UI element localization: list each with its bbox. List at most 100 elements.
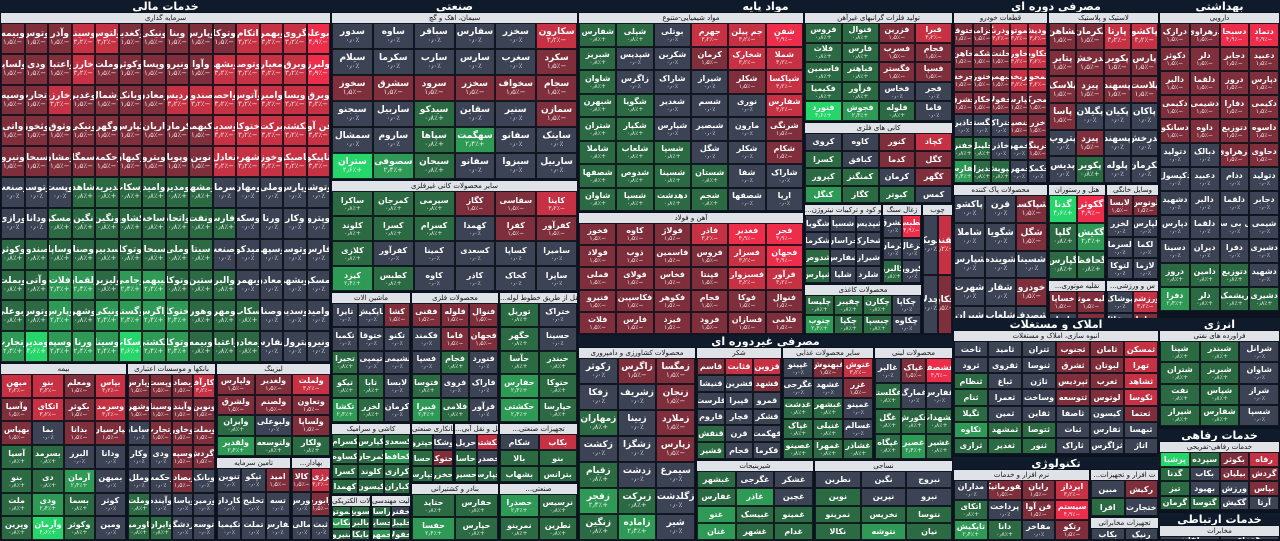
stock-tile[interactable]: نتوشه (860, 522, 907, 540)
stock-tile[interactable]: وملی +۰٫۸٪ (165, 238, 189, 270)
stock-tile[interactable]: سکرما ۰٫۰٪ (372, 49, 414, 75)
stock-tile[interactable]: وپارس−۱٫۵٪ (128, 374, 150, 398)
stock-tile[interactable]: زدشت ۰٫۰٪ (617, 462, 657, 488)
stock-tile[interactable]: ثنور (1022, 437, 1056, 454)
stock-tile[interactable]: خزامیا−۱٫۵٪ (972, 23, 992, 46)
stock-tile[interactable]: فلامی −۱٫۵٪ (765, 311, 803, 334)
stock-tile[interactable]: وبصادر−۱٫۵٪ (171, 374, 194, 398)
stock-tile[interactable]: شفا ۰٫۰٪ (728, 164, 766, 188)
stock-tile[interactable]: بنو +۰٫۸٪ (1, 468, 33, 493)
stock-tile[interactable]: ساکرا +۰٫۸٪ (332, 191, 373, 216)
stock-tile[interactable]: وتجارت+۲٫۴٪ (1, 331, 25, 362)
stock-tile[interactable]: زملارد −۱٫۵٪ (656, 410, 695, 436)
stock-tile[interactable]: زقیام +۰٫۸٪ (579, 462, 618, 488)
stock-tile[interactable]: ولکار +۰٫۸٪ (292, 435, 330, 456)
stock-tile[interactable]: خساپا −۱٫۵٪ (1049, 291, 1077, 313)
stock-tile[interactable]: فولاد −۱٫۵٪ (579, 245, 617, 268)
stock-tile[interactable]: وبانک ۰٫۰٪ (193, 468, 215, 493)
stock-tile[interactable]: غپاک +۰٫۸٪ (783, 418, 813, 439)
stock-tile[interactable]: سیستم −۴٫۹٪ (1055, 500, 1089, 520)
stock-tile[interactable]: پارس −۱٫۵٪ (1130, 49, 1158, 77)
stock-tile[interactable]: غمارگ ۰٫۰٪ (900, 383, 927, 409)
stock-tile[interactable]: فنورد +۴٫۶٪ (805, 101, 842, 121)
stock-tile[interactable]: فبیرا +۲٫۴٪ (412, 398, 441, 422)
stock-tile[interactable]: ورنا +۲٫۴٪ (71, 331, 95, 362)
stock-tile[interactable]: وآتی +۰٫۸٪ (24, 269, 48, 301)
stock-tile[interactable]: تاپکیش +۲٫۴٪ (954, 520, 988, 540)
stock-tile[interactable]: تنوین ۰٫۰٪ (217, 468, 242, 492)
stock-tile[interactable]: دتولید ۰٫۰٪ (1249, 167, 1279, 191)
stock-tile[interactable]: سکاب+۰٫۸٪ (236, 300, 260, 332)
stock-tile[interactable]: ثشاهد (1124, 373, 1158, 390)
stock-tile[interactable]: نبروج (906, 471, 952, 489)
stock-tile[interactable]: وسکه ۰٫۰٪ (236, 207, 260, 239)
stock-tile[interactable]: فجوش +۲٫۴٪ (841, 101, 879, 121)
stock-tile[interactable]: حاسا (455, 450, 477, 466)
stock-tile[interactable]: خاذین۰٫۰٪ (954, 114, 973, 138)
stock-tile[interactable]: ثمین (988, 405, 1022, 422)
stock-tile[interactable]: خاور −۳٫۲٪ (1009, 45, 1029, 69)
sector-title[interactable]: تکنولوژی (1031, 457, 1081, 470)
stock-tile[interactable]: وپست۰٫۰٪ (48, 177, 72, 208)
stock-tile[interactable]: ولصنم −۱٫۵٪ (254, 394, 293, 415)
stock-tile[interactable]: فاسمین +۰٫۸٪ (805, 62, 842, 82)
stock-tile[interactable]: پدیس ۰٫۰٪ (1049, 156, 1077, 183)
stock-tile[interactable]: گدنا +۴٫۶٪ (1049, 195, 1077, 223)
stock-tile[interactable]: غچین (774, 488, 813, 506)
stock-tile[interactable]: کیزد +۲٫۴٪ (332, 266, 373, 291)
stock-tile[interactable]: فلامی +۰٫۸٪ (440, 398, 470, 422)
stock-tile[interactable]: دسانکو −۱٫۵٪ (1160, 119, 1190, 143)
stock-tile[interactable]: ثبت ۰٫۰٪ (311, 516, 330, 540)
stock-tile[interactable]: کاذر ۰٫۰٪ (454, 266, 496, 291)
stock-tile[interactable]: ثاژن (1022, 373, 1056, 390)
stock-tile[interactable]: کگاز −۱٫۵٪ (454, 191, 496, 216)
stock-tile[interactable]: ومهان۰٫۰٪ (236, 177, 260, 208)
stock-tile[interactable]: شیراز (855, 249, 881, 266)
stock-tile[interactable]: بکوثر (1219, 452, 1250, 467)
stock-tile[interactable]: بکاب (538, 434, 577, 450)
stock-tile[interactable]: شپارس ۰٫۰٪ (954, 250, 985, 279)
stock-tile[interactable]: ومعادن−۱٫۵٪ (142, 84, 166, 116)
sector-title[interactable]: مصرفی دوره ای (1011, 0, 1101, 13)
stock-tile[interactable]: غبهنوش−۱٫۵٪ (813, 358, 843, 379)
stock-tile[interactable]: دلر −۱٫۵٪ (1189, 47, 1220, 71)
stock-tile[interactable]: غپینو ۰٫۰٪ (783, 358, 813, 379)
stock-tile[interactable]: واعتبار−۱٫۵٪ (48, 53, 72, 85)
stock-tile[interactable]: ساربیل ۰٫۰٪ (536, 153, 577, 179)
stock-tile[interactable]: چدلا۰٫۰٪ (923, 274, 938, 334)
stock-tile[interactable]: وکارآفر−۳٫۲٪ (193, 374, 215, 398)
stock-tile[interactable]: ومعلم −۱٫۵٪ (63, 374, 95, 398)
stock-tile[interactable]: گکوثر −۴٫۹٪ (1077, 195, 1105, 223)
group-title[interactable]: محصولات کاغذی (805, 285, 921, 295)
stock-tile[interactable]: اریان −۱٫۵٪ (142, 115, 166, 147)
stock-tile[interactable]: قچار (725, 408, 753, 426)
sector-title[interactable]: املاک و مستغلات (1009, 318, 1103, 331)
stock-tile[interactable]: پسهند −۱٫۵٪ (1103, 76, 1131, 103)
stock-tile[interactable]: فسبزوار −۳٫۲٪ (728, 267, 766, 290)
stock-tile[interactable]: فسپا −۱٫۵٪ (915, 62, 952, 82)
stock-tile[interactable]: فملی −۱٫۵٪ (579, 267, 617, 290)
stock-tile[interactable]: وآتوس−۳٫۲٪ (236, 84, 260, 116)
stock-tile[interactable]: فروس +۰٫۸٪ (805, 23, 842, 43)
stock-tile[interactable]: فنوال −۱٫۵٪ (469, 303, 498, 327)
stock-tile[interactable]: ختوقا−۱٫۵٪ (954, 23, 973, 46)
stock-tile[interactable]: وسبحان+۰٫۸٪ (142, 238, 166, 270)
stock-tile[interactable]: وسکاب+۰٫۸٪ (118, 177, 142, 208)
stock-tile[interactable]: وبنا −۱٫۵٪ (165, 23, 189, 54)
stock-tile[interactable]: ثمشهد (988, 421, 1022, 438)
group-title[interactable]: قطعات خودرو (954, 13, 1047, 23)
stock-tile[interactable]: کلازی +۰٫۸٪ (332, 241, 373, 266)
stock-tile[interactable]: گکیش (1219, 495, 1250, 510)
stock-tile[interactable]: ثامید (988, 341, 1022, 358)
stock-tile[interactable]: شفارس +۰٫۸٪ (579, 23, 617, 47)
stock-tile[interactable]: دکوثر −۱٫۵٪ (1160, 47, 1190, 71)
stock-tile[interactable]: ورزشی−۳٫۲٪ (1132, 291, 1158, 313)
stock-tile[interactable]: قپیرا (725, 391, 753, 409)
stock-tile[interactable]: فقنی −۱٫۵٪ (412, 303, 441, 327)
stock-tile[interactable]: شگل −۱٫۵٪ (1016, 222, 1047, 251)
stock-tile[interactable]: لابسا ۰٫۰٪ (384, 374, 410, 399)
stock-tile[interactable]: چکپا +۰٫۸٪ (834, 314, 863, 334)
stock-tile[interactable]: وخارزم−۳٫۲٪ (48, 84, 72, 116)
stock-tile[interactable]: قشهد (753, 374, 781, 392)
